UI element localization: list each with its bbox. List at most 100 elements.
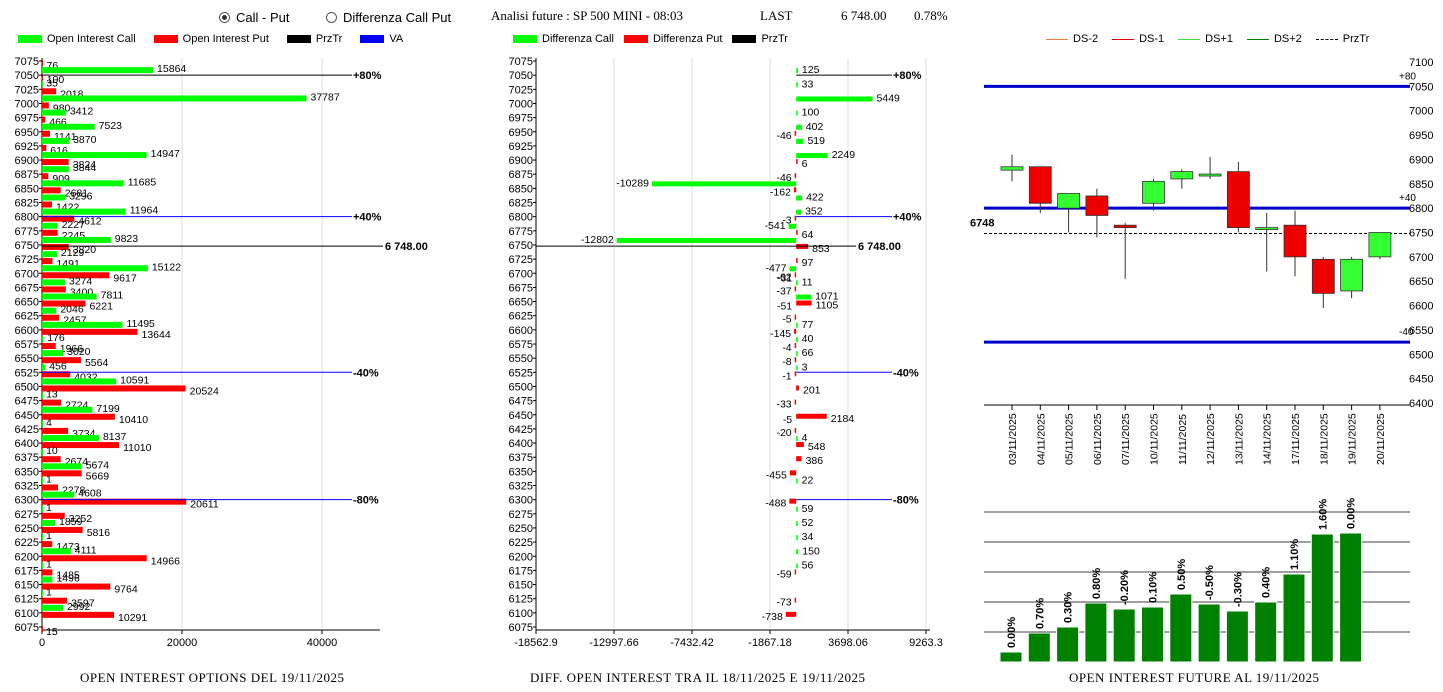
strike-label: 6975: [15, 113, 39, 125]
y-tick-label: 6600: [1409, 301, 1433, 313]
put-value-label: 10410: [119, 414, 148, 426]
strike-label: 6125: [509, 594, 533, 606]
strike-label: 7075: [15, 56, 39, 68]
legend-label: PrzTr: [315, 33, 343, 45]
put-bar: [42, 427, 69, 434]
call-value-label: 8137: [103, 431, 127, 443]
legend-swatch-va: [360, 35, 385, 43]
diff-put-bar: [796, 258, 798, 264]
strike-label: 6500: [509, 381, 533, 393]
diff-call-bar: [796, 436, 798, 442]
x-tick-label: 9263.3: [909, 637, 943, 649]
strike-label: 6400: [509, 438, 533, 450]
strike-label: 6375: [15, 452, 39, 464]
strike-label: 6475: [509, 396, 533, 408]
diff-call-bar: [796, 365, 798, 371]
put-bar: [42, 243, 69, 250]
x-tick-label: -18562.9: [514, 637, 557, 649]
strike-label: 6700: [15, 268, 39, 280]
radio-call-put-label: Call - Put: [236, 10, 290, 25]
diff-call-bar: [796, 351, 798, 357]
strike-label: 6400: [15, 438, 39, 450]
call-bar: [42, 392, 43, 399]
diff-call-label: 56: [802, 559, 814, 571]
diff-call-bar: [796, 138, 804, 144]
call-bar: [42, 406, 93, 413]
call-value-label: 3412: [70, 106, 94, 118]
put-value-label: 1485: [56, 569, 80, 581]
strike-label: 6900: [509, 155, 533, 167]
candle-body: [1340, 258, 1363, 292]
legend-item: Open Interest Put: [153, 33, 269, 45]
put-bar: [42, 60, 43, 66]
oi-bar: [1056, 626, 1080, 663]
reference-label: +80%: [893, 70, 922, 82]
put-bar: [42, 286, 66, 293]
diff-put-label: -162: [770, 186, 791, 198]
call-value-label: 2227: [62, 219, 86, 231]
title-future: OPEN INTEREST FUTURE AL 19/11/2025: [1069, 670, 1320, 685]
diff-call-bar: [796, 322, 798, 328]
strike-label: 6850: [15, 183, 39, 195]
call-value-label: 3870: [73, 134, 97, 146]
analysis-label: Analisi future : SP 500 MINI - 08:03: [491, 8, 683, 23]
strike-label: 6425: [509, 424, 533, 436]
legend-item: Differenza Call: [513, 33, 614, 45]
x-tick-label: 3698.06: [828, 637, 868, 649]
call-bar: [42, 364, 46, 371]
radio-unselected-indicator: [326, 12, 337, 23]
oi-bar: [1339, 532, 1363, 663]
diff-put-bar: [794, 314, 797, 320]
date-label: 17/11/2025: [1290, 413, 1302, 465]
call-value-label: 11495: [126, 318, 155, 330]
strike-label: 6800: [15, 212, 39, 224]
date-label: 05/11/2025: [1064, 413, 1076, 465]
put-bar: [42, 470, 82, 477]
y-tick-label: 6800: [1409, 203, 1433, 215]
call-bar: [42, 67, 154, 74]
legend-swatch-diff-put: [623, 35, 648, 43]
diff-put-bar: [794, 343, 797, 348]
diff-call-label: 5449: [877, 92, 901, 104]
diff-put-label: 2184: [831, 413, 855, 425]
oi-bar-label: 0.30%: [1063, 592, 1075, 623]
put-bar: [42, 300, 86, 307]
strike-label: 6175: [509, 565, 533, 577]
put-bar: [42, 456, 61, 463]
candle-body: [1028, 166, 1052, 204]
strike-label: 6925: [15, 141, 39, 153]
legend-label: DS+1: [1205, 33, 1233, 45]
diff-put-bar: [794, 173, 797, 179]
diff-call-label: 3: [802, 361, 808, 373]
call-value-label: 2046: [60, 304, 84, 316]
prztr-label: 6748: [970, 217, 994, 229]
oi-bar: [999, 651, 1023, 663]
put-bar: [42, 626, 43, 632]
put-bar: [42, 187, 61, 194]
put-bar: [42, 88, 57, 95]
x-tick-label: -12997.66: [589, 637, 639, 649]
date-label: 06/11/2025: [1092, 413, 1104, 465]
strike-label: 6250: [509, 523, 533, 535]
diff-extra-label: -51: [777, 301, 792, 313]
call-bar: [42, 81, 43, 88]
call-bar: [42, 137, 70, 144]
call-bar: [42, 166, 69, 173]
put-bar: [42, 526, 83, 533]
diff-call-label: 125: [802, 64, 820, 76]
radio-call-put[interactable]: Call - Put: [219, 10, 289, 25]
diff-call-label: 66: [802, 347, 814, 359]
put-value-label: 5564: [85, 357, 109, 369]
call-value-label: 15864: [157, 63, 186, 75]
strike-label: 6250: [15, 523, 39, 535]
strike-label: 6925: [509, 141, 533, 153]
call-bar: [42, 152, 147, 159]
call-value-label: 4: [46, 417, 52, 429]
y-tick-label: 6650: [1409, 276, 1433, 288]
call-bar: [42, 420, 43, 427]
radio-differenza[interactable]: Differenza Call Put: [326, 10, 451, 25]
put-value-label: 20611: [190, 499, 219, 511]
legend-label: DS-1: [1139, 33, 1165, 45]
strike-label: 6375: [509, 452, 533, 464]
call-value-label: 1496: [56, 573, 80, 585]
